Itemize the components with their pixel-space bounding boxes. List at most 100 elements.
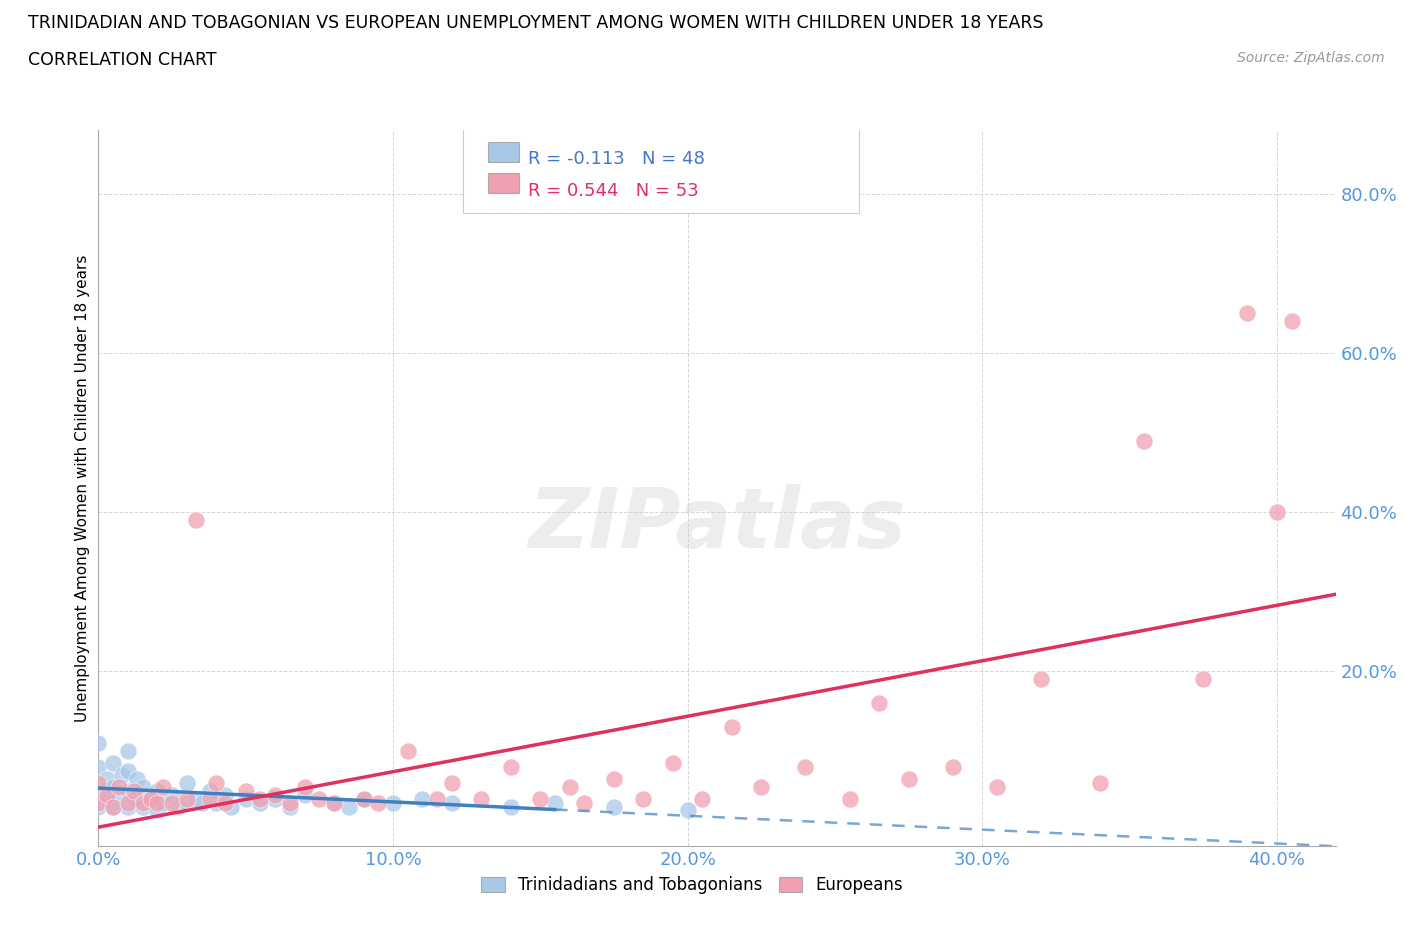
Point [200,783,222,798]
Point [205,776,228,790]
Point [146,795,169,810]
Point [87,799,110,814]
Text: R = 0.544   N = 53: R = 0.544 N = 53 [637,188,807,206]
Point [382,795,405,810]
Point [897,771,920,786]
Point [176,791,198,806]
Point [294,779,316,794]
Point [308,791,330,806]
Point [96,791,118,806]
Point [101,755,124,770]
Point [942,759,965,774]
Point [184,791,207,806]
Point [176,776,198,790]
Point [633,791,655,806]
Point [235,791,257,806]
Point [101,799,124,814]
Point [558,779,581,794]
Point [131,779,153,794]
Point [337,799,360,814]
Point [529,791,551,806]
Point [235,783,257,798]
Point [749,779,772,794]
Point [87,783,110,798]
Point [1133,433,1156,448]
Point [117,783,139,798]
Point [108,779,131,794]
Point [122,783,145,798]
Point [167,799,190,814]
Point [87,776,110,790]
Point [141,791,163,806]
Point [87,759,110,774]
Legend: Trinidadians and Tobagonians, Europeans: Trinidadians and Tobagonians, Europeans [472,868,911,902]
Point [323,795,346,810]
Text: CORRELATION CHART: CORRELATION CHART [28,51,217,69]
Point [117,795,139,810]
Point [278,795,301,810]
Point [1265,505,1288,520]
Point [574,795,596,810]
Point [603,771,626,786]
Point [214,795,236,810]
Point [111,767,134,782]
Point [87,795,110,810]
Point [96,771,118,786]
Point [101,779,124,794]
Point [499,799,522,814]
Point [499,759,522,774]
Point [131,799,153,814]
Point [108,787,131,802]
Point [838,791,860,806]
Point [146,783,169,798]
Point [278,799,301,814]
Point [1281,313,1303,328]
Point [152,779,174,794]
Point [190,795,212,810]
Point [440,795,463,810]
Point [117,799,139,814]
Point [101,799,124,814]
Point [294,787,316,802]
Point [219,799,242,814]
Point [1192,671,1215,686]
Point [152,795,174,810]
Point [440,776,463,790]
Point [986,779,1008,794]
FancyBboxPatch shape [488,173,519,193]
Point [96,787,118,802]
Point [396,743,419,758]
Y-axis label: Unemployment Among Women with Children Under 18 years: Unemployment Among Women with Children U… [75,255,90,722]
Point [184,512,207,527]
Point [1236,306,1258,321]
Point [603,799,626,814]
Point [367,795,389,810]
FancyBboxPatch shape [464,128,859,213]
Point [200,791,222,806]
Point [214,787,236,802]
Point [117,764,139,778]
FancyBboxPatch shape [488,142,519,163]
Text: R = -0.113   N = 48: R = -0.113 N = 48 [527,151,704,168]
Point [249,795,271,810]
Point [1088,776,1111,790]
Point [868,696,890,711]
Point [160,795,183,810]
Point [87,736,110,751]
Text: TRINIDADIAN AND TOBAGONIAN VS EUROPEAN UNEMPLOYMENT AMONG WOMEN WITH CHILDREN UN: TRINIDADIAN AND TOBAGONIAN VS EUROPEAN U… [28,14,1043,32]
Point [470,791,492,806]
Point [692,791,714,806]
Point [323,795,346,810]
Point [131,795,153,810]
Point [160,787,183,802]
Point [205,795,228,810]
Point [146,804,169,818]
Point [125,771,148,786]
Point [141,791,163,806]
Point [794,759,817,774]
Point [264,787,287,802]
Point [353,791,375,806]
Point [353,791,375,806]
Point [176,795,198,810]
Text: Source: ZipAtlas.com: Source: ZipAtlas.com [1237,51,1385,65]
